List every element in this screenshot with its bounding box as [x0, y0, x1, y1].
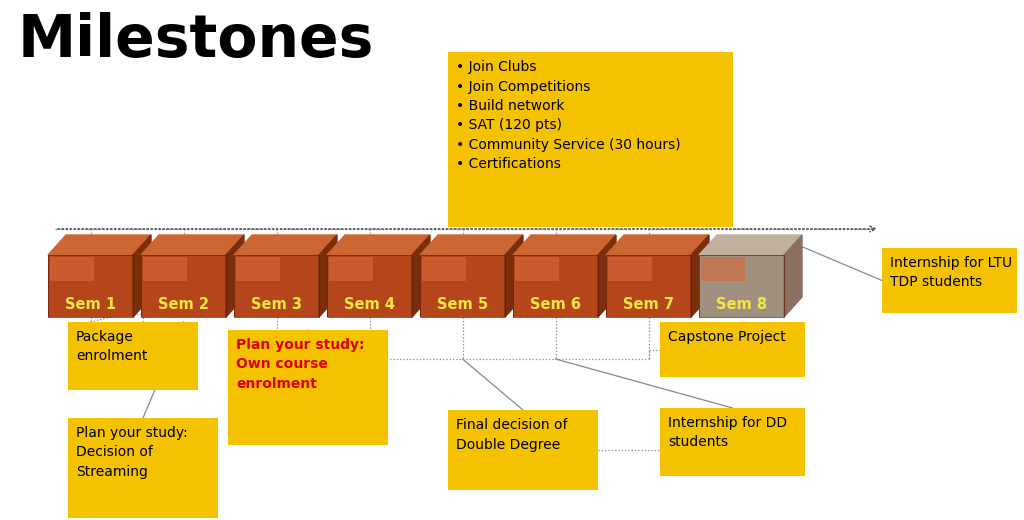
Text: Final decision of
Double Degree: Final decision of Double Degree: [456, 418, 567, 451]
Text: Internship for LTU
TDP students: Internship for LTU TDP students: [890, 256, 1012, 290]
Text: Sem 1: Sem 1: [65, 297, 116, 312]
Polygon shape: [513, 235, 616, 255]
Text: Plan your study:
Decision of
Streaming: Plan your study: Decision of Streaming: [76, 426, 187, 479]
FancyBboxPatch shape: [660, 408, 805, 476]
Polygon shape: [598, 235, 616, 317]
Text: Internship for DD
students: Internship for DD students: [668, 416, 787, 449]
Polygon shape: [420, 235, 523, 255]
Polygon shape: [412, 235, 430, 317]
Text: Milestones: Milestones: [18, 12, 375, 69]
Polygon shape: [784, 235, 802, 317]
Bar: [143, 257, 187, 281]
FancyBboxPatch shape: [228, 330, 388, 445]
Text: Sem 7: Sem 7: [623, 297, 674, 312]
Polygon shape: [319, 235, 337, 317]
Bar: [420, 255, 505, 317]
Bar: [701, 257, 745, 281]
Text: Sem 2: Sem 2: [158, 297, 209, 312]
Bar: [327, 255, 412, 317]
Bar: [48, 255, 133, 317]
Text: Sem 5: Sem 5: [437, 297, 488, 312]
Polygon shape: [226, 235, 244, 317]
FancyBboxPatch shape: [68, 322, 198, 390]
Polygon shape: [141, 235, 244, 255]
Bar: [236, 257, 281, 281]
Polygon shape: [606, 235, 709, 255]
Bar: [608, 257, 652, 281]
Bar: [234, 255, 319, 317]
FancyBboxPatch shape: [660, 322, 805, 377]
Polygon shape: [691, 235, 709, 317]
Text: Plan your study:
Own course
enrolment: Plan your study: Own course enrolment: [236, 338, 365, 391]
Text: Capstone Project: Capstone Project: [668, 330, 785, 344]
Bar: [50, 257, 94, 281]
Polygon shape: [505, 235, 523, 317]
Polygon shape: [48, 235, 151, 255]
FancyBboxPatch shape: [68, 418, 218, 518]
Bar: [699, 255, 784, 317]
Bar: [515, 257, 559, 281]
Polygon shape: [234, 235, 337, 255]
Polygon shape: [327, 235, 430, 255]
Bar: [329, 257, 373, 281]
Text: • Join Clubs
• Join Competitions
• Build network
• SAT (120 pts)
• Community Ser: • Join Clubs • Join Competitions • Build…: [456, 60, 681, 172]
Bar: [141, 255, 226, 317]
Bar: [513, 255, 598, 317]
Text: Sem 8: Sem 8: [716, 297, 767, 312]
Text: Package
enrolment: Package enrolment: [76, 330, 147, 363]
FancyBboxPatch shape: [449, 410, 598, 490]
Text: Sem 3: Sem 3: [251, 297, 302, 312]
Text: Sem 4: Sem 4: [344, 297, 395, 312]
FancyBboxPatch shape: [882, 248, 1017, 313]
Bar: [422, 257, 466, 281]
Polygon shape: [133, 235, 151, 317]
Bar: [606, 255, 691, 317]
Text: Sem 6: Sem 6: [530, 297, 581, 312]
FancyBboxPatch shape: [449, 52, 733, 227]
Polygon shape: [699, 235, 802, 255]
